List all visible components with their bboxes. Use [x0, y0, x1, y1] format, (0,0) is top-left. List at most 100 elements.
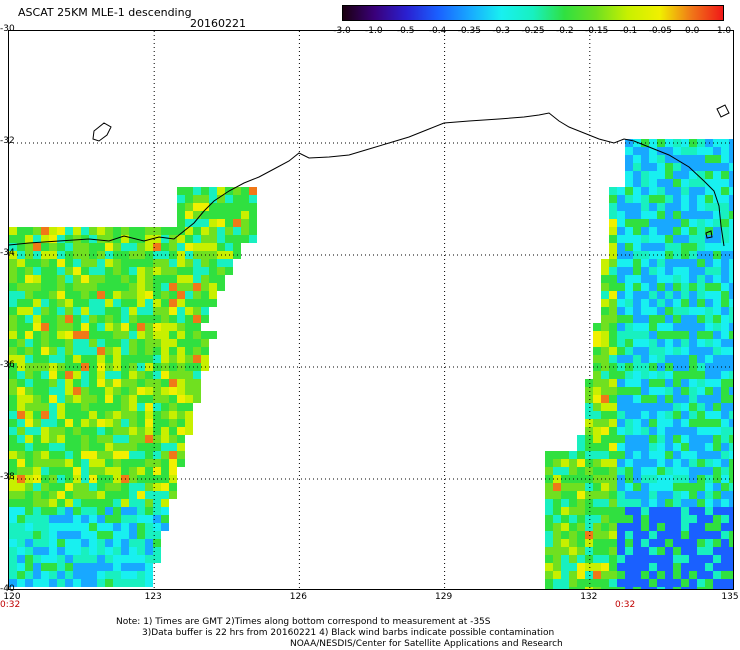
wind-cell: [649, 531, 657, 539]
wind-cell: [17, 539, 25, 547]
wind-cell: [209, 235, 217, 243]
wind-cell: [9, 571, 17, 579]
wind-cell: [649, 323, 657, 331]
wind-cell: [41, 563, 49, 571]
wind-cell: [585, 435, 593, 443]
wind-cell: [705, 275, 713, 283]
wind-cell: [129, 371, 137, 379]
wind-cell: [689, 219, 697, 227]
wind-cell: [185, 411, 193, 419]
wind-cell: [633, 243, 641, 251]
wind-cell: [665, 219, 673, 227]
wind-cell: [25, 539, 33, 547]
wind-cell: [545, 523, 553, 531]
wind-cell: [689, 339, 697, 347]
wind-cell: [49, 291, 57, 299]
wind-cell: [137, 491, 145, 499]
wind-cell: [25, 499, 33, 507]
wind-cell: [33, 435, 41, 443]
wind-cell: [137, 523, 145, 531]
wind-cell: [193, 275, 201, 283]
wind-cell: [33, 395, 41, 403]
wind-cell: [681, 419, 689, 427]
wind-cell: [641, 579, 649, 587]
wind-cell: [161, 411, 169, 419]
wind-cell: [17, 379, 25, 387]
wind-cell: [633, 219, 641, 227]
wind-cell: [617, 403, 625, 411]
wind-cell: [673, 315, 681, 323]
wind-cell: [657, 195, 665, 203]
wind-cell: [633, 355, 641, 363]
wind-cell: [713, 435, 721, 443]
wind-cell: [657, 499, 665, 507]
wind-cell: [689, 227, 697, 235]
wind-cell: [713, 427, 721, 435]
wind-cell: [729, 491, 733, 499]
wind-cell: [33, 379, 41, 387]
wind-cell: [17, 427, 25, 435]
wind-cell: [33, 443, 41, 451]
wind-cell: [721, 467, 729, 475]
wind-cell: [129, 443, 137, 451]
wind-cell: [145, 419, 153, 427]
wind-cell: [177, 203, 185, 211]
wind-cell: [617, 227, 625, 235]
wind-cell: [729, 523, 733, 531]
wind-cell: [649, 331, 657, 339]
wind-cell: [705, 171, 713, 179]
wind-cell: [593, 539, 601, 547]
wind-cell: [729, 547, 733, 555]
wind-cell: [673, 291, 681, 299]
wind-cell: [601, 355, 609, 363]
wind-cell: [73, 411, 81, 419]
wind-cell: [121, 547, 129, 555]
wind-cell: [649, 419, 657, 427]
wind-cell: [593, 491, 601, 499]
wind-cell: [601, 267, 609, 275]
wind-cell: [121, 355, 129, 363]
wind-cell: [57, 379, 65, 387]
wind-cell: [49, 483, 57, 491]
wind-cell: [121, 523, 129, 531]
wind-cell: [17, 523, 25, 531]
wind-cell: [129, 427, 137, 435]
wind-cell: [145, 571, 153, 579]
wind-cell: [65, 283, 73, 291]
wind-cell: [137, 427, 145, 435]
wind-cell: [57, 523, 65, 531]
wind-cell: [609, 211, 617, 219]
wind-cell: [129, 235, 137, 243]
wind-cell: [649, 155, 657, 163]
wind-cell: [185, 275, 193, 283]
wind-cell: [617, 531, 625, 539]
wind-cell: [641, 419, 649, 427]
wind-cell: [665, 539, 673, 547]
wind-cell: [673, 403, 681, 411]
wind-cell: [625, 291, 633, 299]
wind-cell: [73, 403, 81, 411]
wind-cell: [657, 243, 665, 251]
wind-cell: [33, 339, 41, 347]
wind-cell: [145, 227, 153, 235]
wind-cell: [17, 451, 25, 459]
wind-cell: [145, 235, 153, 243]
wind-cell: [545, 515, 553, 523]
wind-cell: [169, 403, 177, 411]
wind-cell: [713, 259, 721, 267]
wind-cell: [9, 523, 17, 531]
wind-cell: [577, 491, 585, 499]
wind-cell: [25, 323, 33, 331]
wind-cell: [705, 147, 713, 155]
island-1: [92, 122, 112, 142]
wind-cell: [649, 307, 657, 315]
wind-cell: [9, 347, 17, 355]
wind-cell: [649, 259, 657, 267]
wind-cell: [713, 403, 721, 411]
wind-cell: [41, 299, 49, 307]
wind-cell: [217, 227, 225, 235]
wind-cell: [657, 331, 665, 339]
wind-cell: [641, 227, 649, 235]
wind-cell: [177, 427, 185, 435]
wind-cell: [609, 411, 617, 419]
